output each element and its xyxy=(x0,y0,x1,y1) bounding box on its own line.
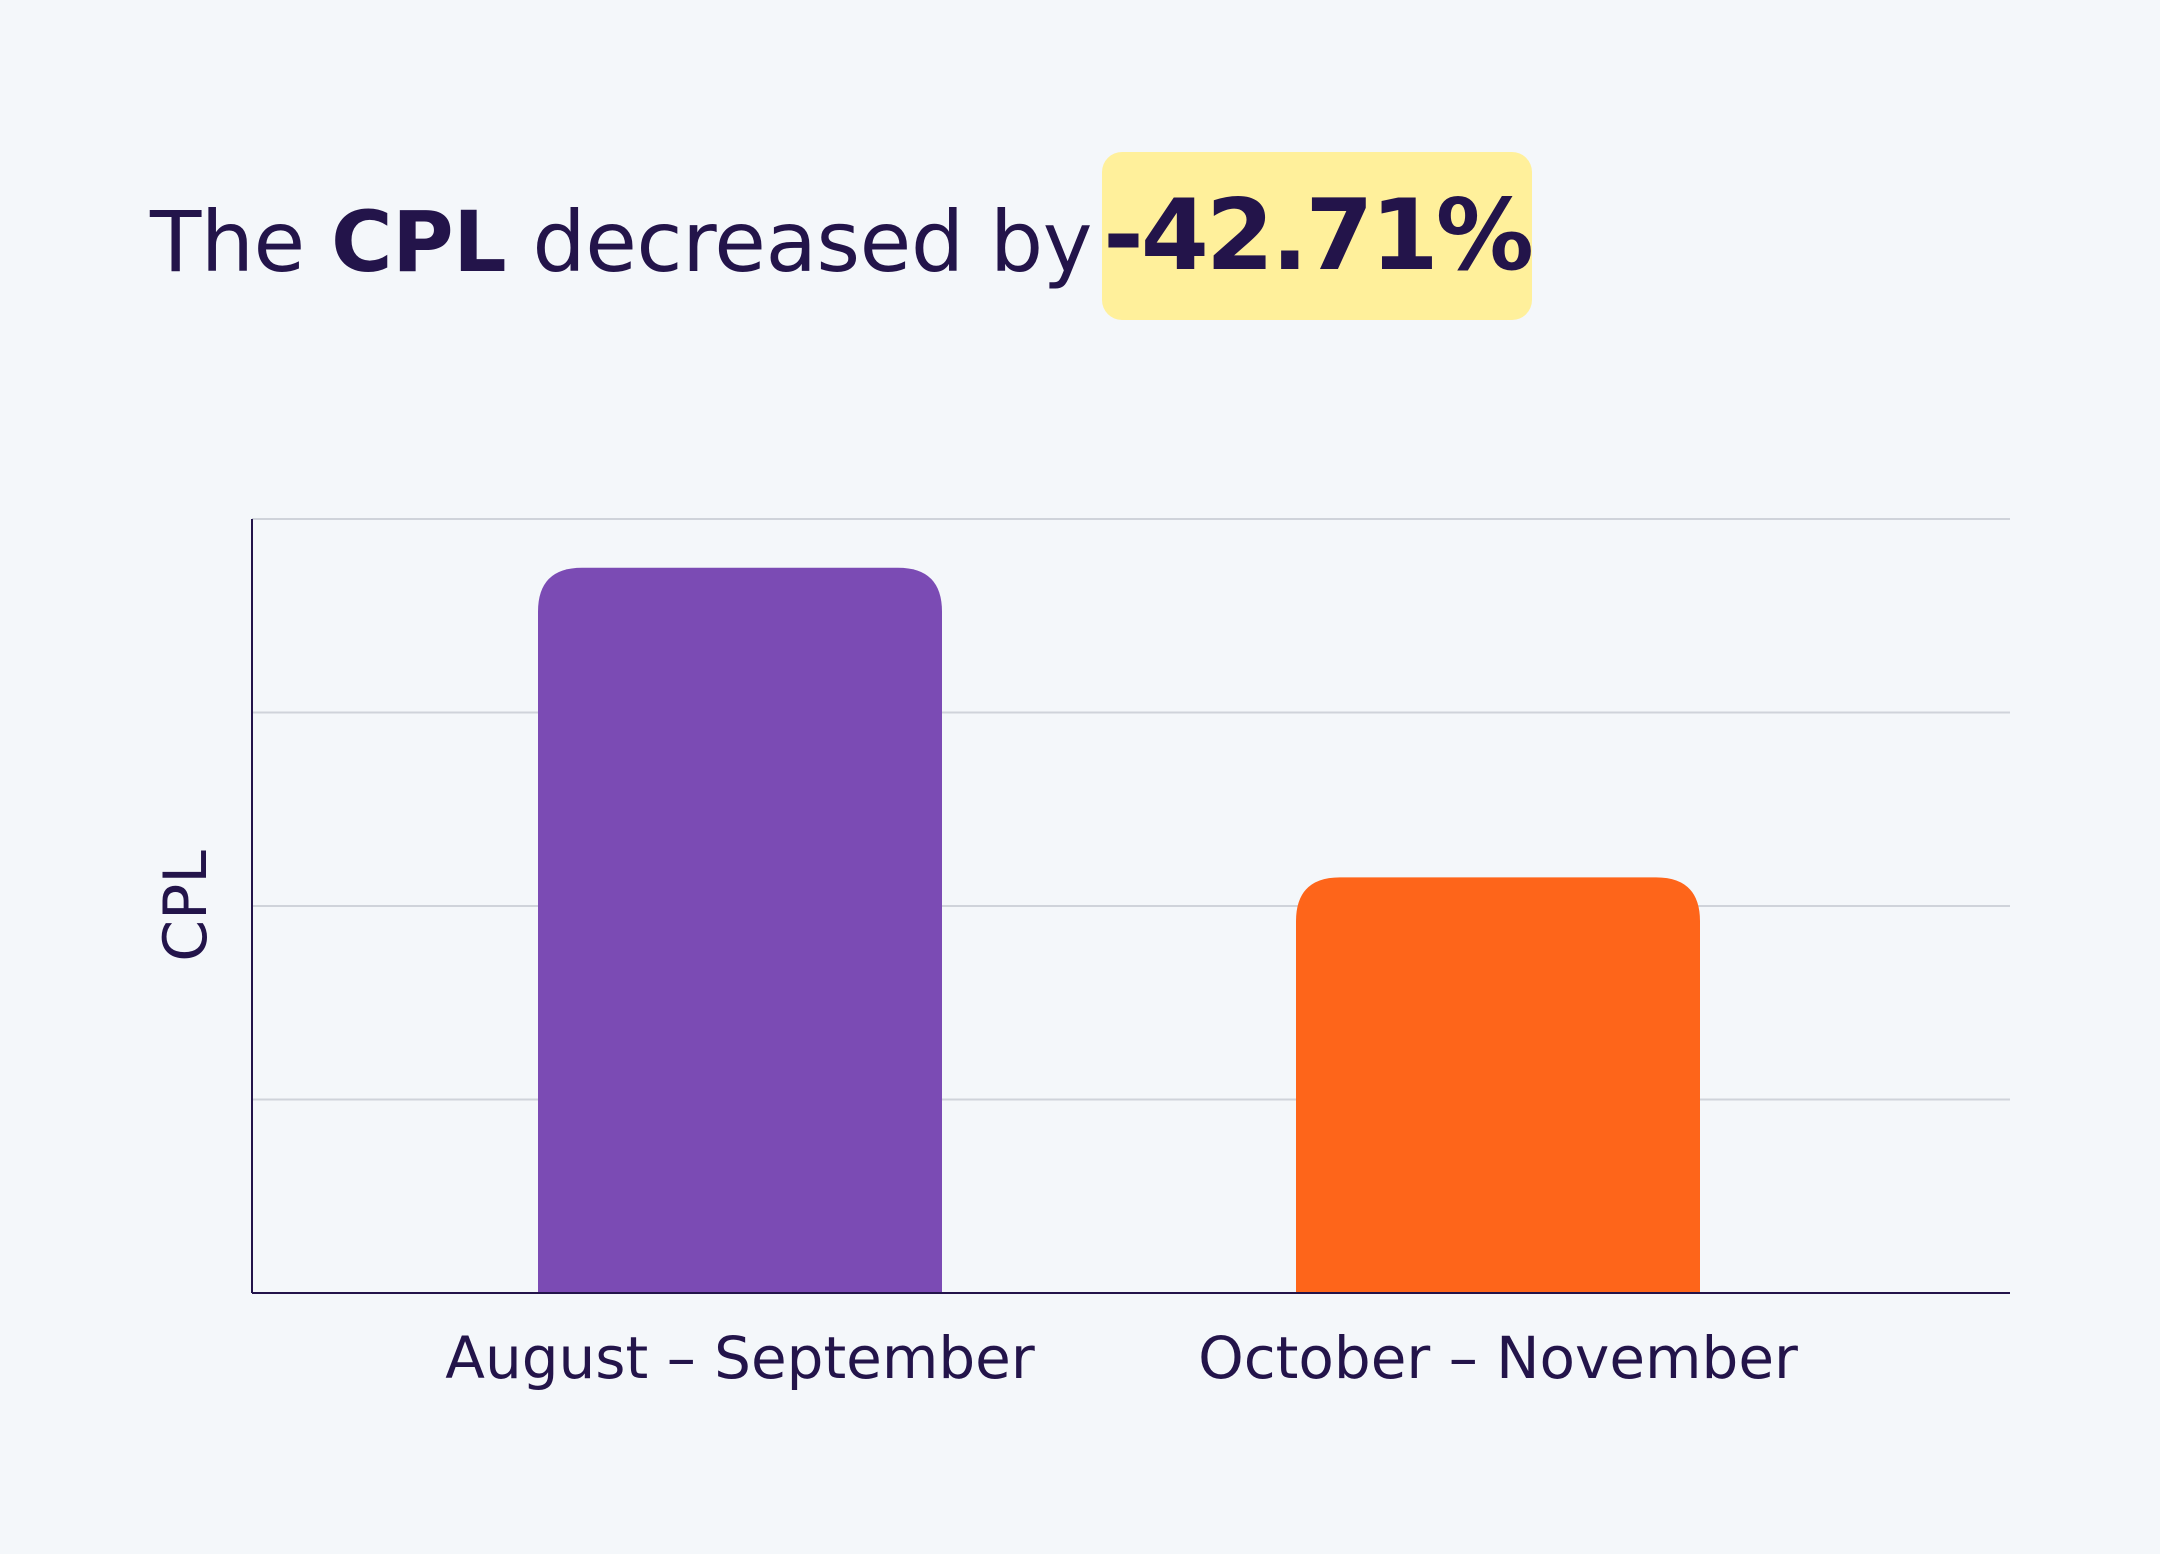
bar-1 xyxy=(1296,877,1700,1293)
bar-0 xyxy=(538,567,942,1293)
headline-suffix: decreased by xyxy=(532,193,1092,291)
y-axis-label: CPL xyxy=(151,850,221,962)
headline-metric: CPL xyxy=(330,193,507,291)
headline-prefix: The xyxy=(150,193,305,291)
chart-headline: The CPL decreased by xyxy=(150,192,1092,292)
change-badge: -42.71% xyxy=(1102,152,1534,320)
gridlines xyxy=(252,518,2010,1101)
x-tick-label-0: August – September xyxy=(445,1324,1035,1392)
change-value: -42.71% xyxy=(1103,179,1534,293)
bars xyxy=(538,567,1700,1293)
x-tick-label-1: October – November xyxy=(1198,1324,1798,1392)
x-tick-labels: August – September October – November xyxy=(445,1324,1798,1392)
